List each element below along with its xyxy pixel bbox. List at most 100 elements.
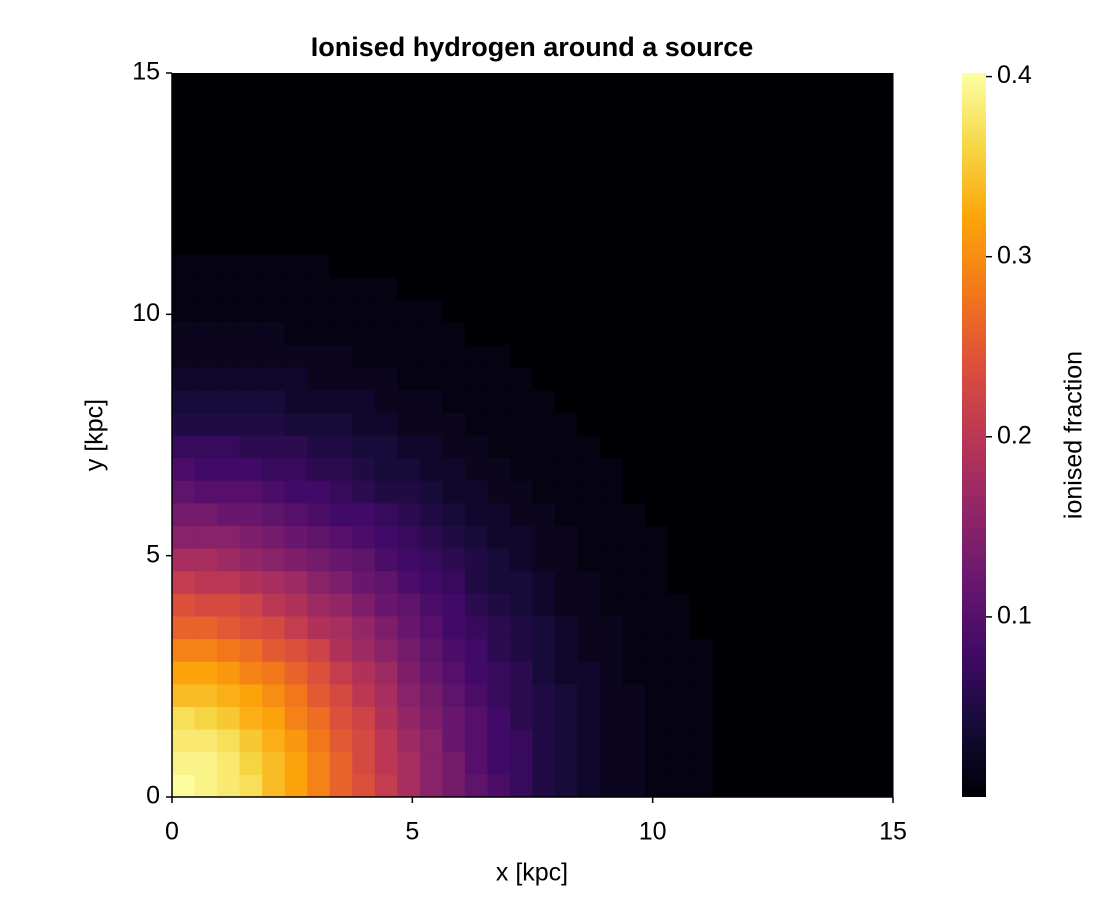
- heatmap-cell: [509, 435, 533, 459]
- heatmap-cell: [262, 661, 286, 685]
- heatmap-cell: [847, 73, 871, 97]
- heatmap-cell: [397, 570, 421, 594]
- heatmap-cell: [847, 231, 871, 255]
- heatmap-cell: [645, 683, 669, 707]
- heatmap-cell: [532, 525, 556, 549]
- heatmap-cell: [622, 276, 646, 300]
- heatmap-cell: [825, 548, 849, 572]
- heatmap-cell: [780, 254, 804, 278]
- heatmap-cell: [329, 435, 353, 459]
- heatmap-cell: [374, 163, 398, 187]
- heatmap-cell: [442, 683, 466, 707]
- heatmap-cell: [600, 299, 624, 323]
- heatmap-cell: [555, 118, 579, 142]
- heatmap-cell: [307, 435, 331, 459]
- heatmap-cell: [757, 412, 781, 436]
- heatmap-cell: [509, 254, 533, 278]
- heatmap-cell: [847, 457, 871, 481]
- heatmap-cell: [600, 502, 624, 526]
- heatmap-cell: [802, 480, 826, 504]
- heatmap-cell: [284, 367, 308, 391]
- heatmap-cell: [464, 208, 488, 232]
- heatmap-cell: [464, 548, 488, 572]
- heatmap-cell: [487, 729, 511, 753]
- heatmap-cell: [780, 367, 804, 391]
- heatmap-cell: [172, 276, 196, 300]
- heatmap-cell: [464, 502, 488, 526]
- x-tick-label: 0: [165, 818, 179, 846]
- heatmap-cell: [712, 163, 736, 187]
- heatmap-cell: [329, 299, 353, 323]
- colorbar: [962, 73, 986, 797]
- heatmap-cell: [284, 389, 308, 413]
- heatmap-cell: [442, 208, 466, 232]
- heatmap-cell: [307, 661, 331, 685]
- heatmap-cell: [735, 186, 759, 210]
- heatmap-cell: [802, 706, 826, 730]
- heatmap-cell: [735, 389, 759, 413]
- heatmap-cell: [825, 389, 849, 413]
- heatmap-cell: [419, 548, 443, 572]
- heatmap-cell: [622, 502, 646, 526]
- heatmap-cell: [870, 638, 894, 662]
- heatmap-cell: [532, 321, 556, 345]
- heatmap-cell: [735, 480, 759, 504]
- heatmap-cell: [419, 186, 443, 210]
- heatmap-cell: [600, 163, 624, 187]
- heatmap-cell: [239, 389, 263, 413]
- heatmap-cell: [419, 276, 443, 300]
- heatmap-cell: [172, 525, 196, 549]
- heatmap-cell: [172, 73, 196, 97]
- heatmap-cell: [870, 593, 894, 617]
- heatmap-cell: [419, 95, 443, 119]
- heatmap-cell: [397, 231, 421, 255]
- heatmap-cell: [622, 774, 646, 798]
- heatmap-cell: [194, 616, 218, 640]
- heatmap-cell: [172, 163, 196, 187]
- heatmap-cell: [464, 186, 488, 210]
- heatmap-cell: [464, 140, 488, 164]
- heatmap-cell: [329, 457, 353, 481]
- heatmap-cell: [352, 321, 376, 345]
- heatmap-cell: [825, 502, 849, 526]
- heatmap-cell: [735, 73, 759, 97]
- heatmap-cell: [532, 140, 556, 164]
- heatmap-cell: [600, 412, 624, 436]
- heatmap-cell: [577, 389, 601, 413]
- heatmap-cell: [419, 616, 443, 640]
- heatmap-cell: [284, 118, 308, 142]
- heatmap-cell: [780, 502, 804, 526]
- heatmap-cell: [509, 140, 533, 164]
- heatmap-cell: [262, 140, 286, 164]
- heatmap-cell: [239, 593, 263, 617]
- heatmap-cell: [307, 344, 331, 368]
- heatmap-cell: [442, 480, 466, 504]
- heatmap-cell: [262, 457, 286, 481]
- heatmap-cell: [374, 231, 398, 255]
- heatmap-cell: [307, 254, 331, 278]
- heatmap-cell: [442, 118, 466, 142]
- heatmap-cell: [374, 774, 398, 798]
- heatmap-cell: [667, 344, 691, 368]
- heatmap-cell: [712, 774, 736, 798]
- heatmap-cell: [307, 706, 331, 730]
- heatmap-cell: [735, 299, 759, 323]
- heatmap-cell: [419, 706, 443, 730]
- heatmap-cell: [172, 321, 196, 345]
- heatmap-cell: [307, 73, 331, 97]
- heatmap-cell: [374, 570, 398, 594]
- heatmap-cell: [172, 95, 196, 119]
- heatmap-cell: [509, 570, 533, 594]
- heatmap-cell: [847, 706, 871, 730]
- heatmap-cell: [780, 661, 804, 685]
- heatmap-cell: [397, 774, 421, 798]
- heatmap-cell: [397, 118, 421, 142]
- heatmap-cell: [847, 525, 871, 549]
- heatmap-cell: [532, 389, 556, 413]
- heatmap-cell: [194, 457, 218, 481]
- heatmap-cell: [352, 548, 376, 572]
- heatmap-cell: [847, 163, 871, 187]
- heatmap-cell: [622, 593, 646, 617]
- heatmap-cell: [532, 457, 556, 481]
- heatmap-cell: [464, 435, 488, 459]
